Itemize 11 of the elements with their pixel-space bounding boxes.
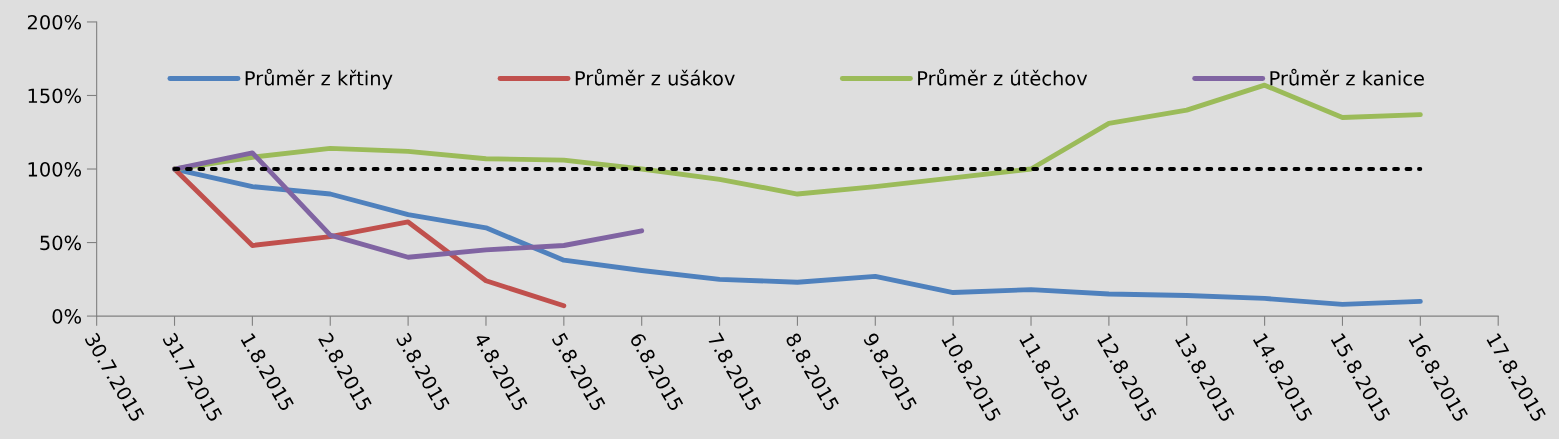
y-tick-label: 100%: [28, 161, 81, 177]
line-series: [172, 166, 567, 309]
legend-label: Průměr z útěchov: [918, 68, 1088, 86]
legend-label: Průměr z kanice: [1270, 68, 1424, 86]
legend-label: Průměr z křtiny: [245, 68, 393, 90]
y-tick-label: 50%: [40, 235, 81, 251]
legend-label: Průměr z ušákov: [575, 68, 735, 86]
y-tick-label: 150%: [28, 88, 81, 104]
y-tick-label: 0%: [52, 309, 81, 324]
line-series: [172, 150, 645, 260]
y-tick-label: 200%: [27, 14, 81, 30]
